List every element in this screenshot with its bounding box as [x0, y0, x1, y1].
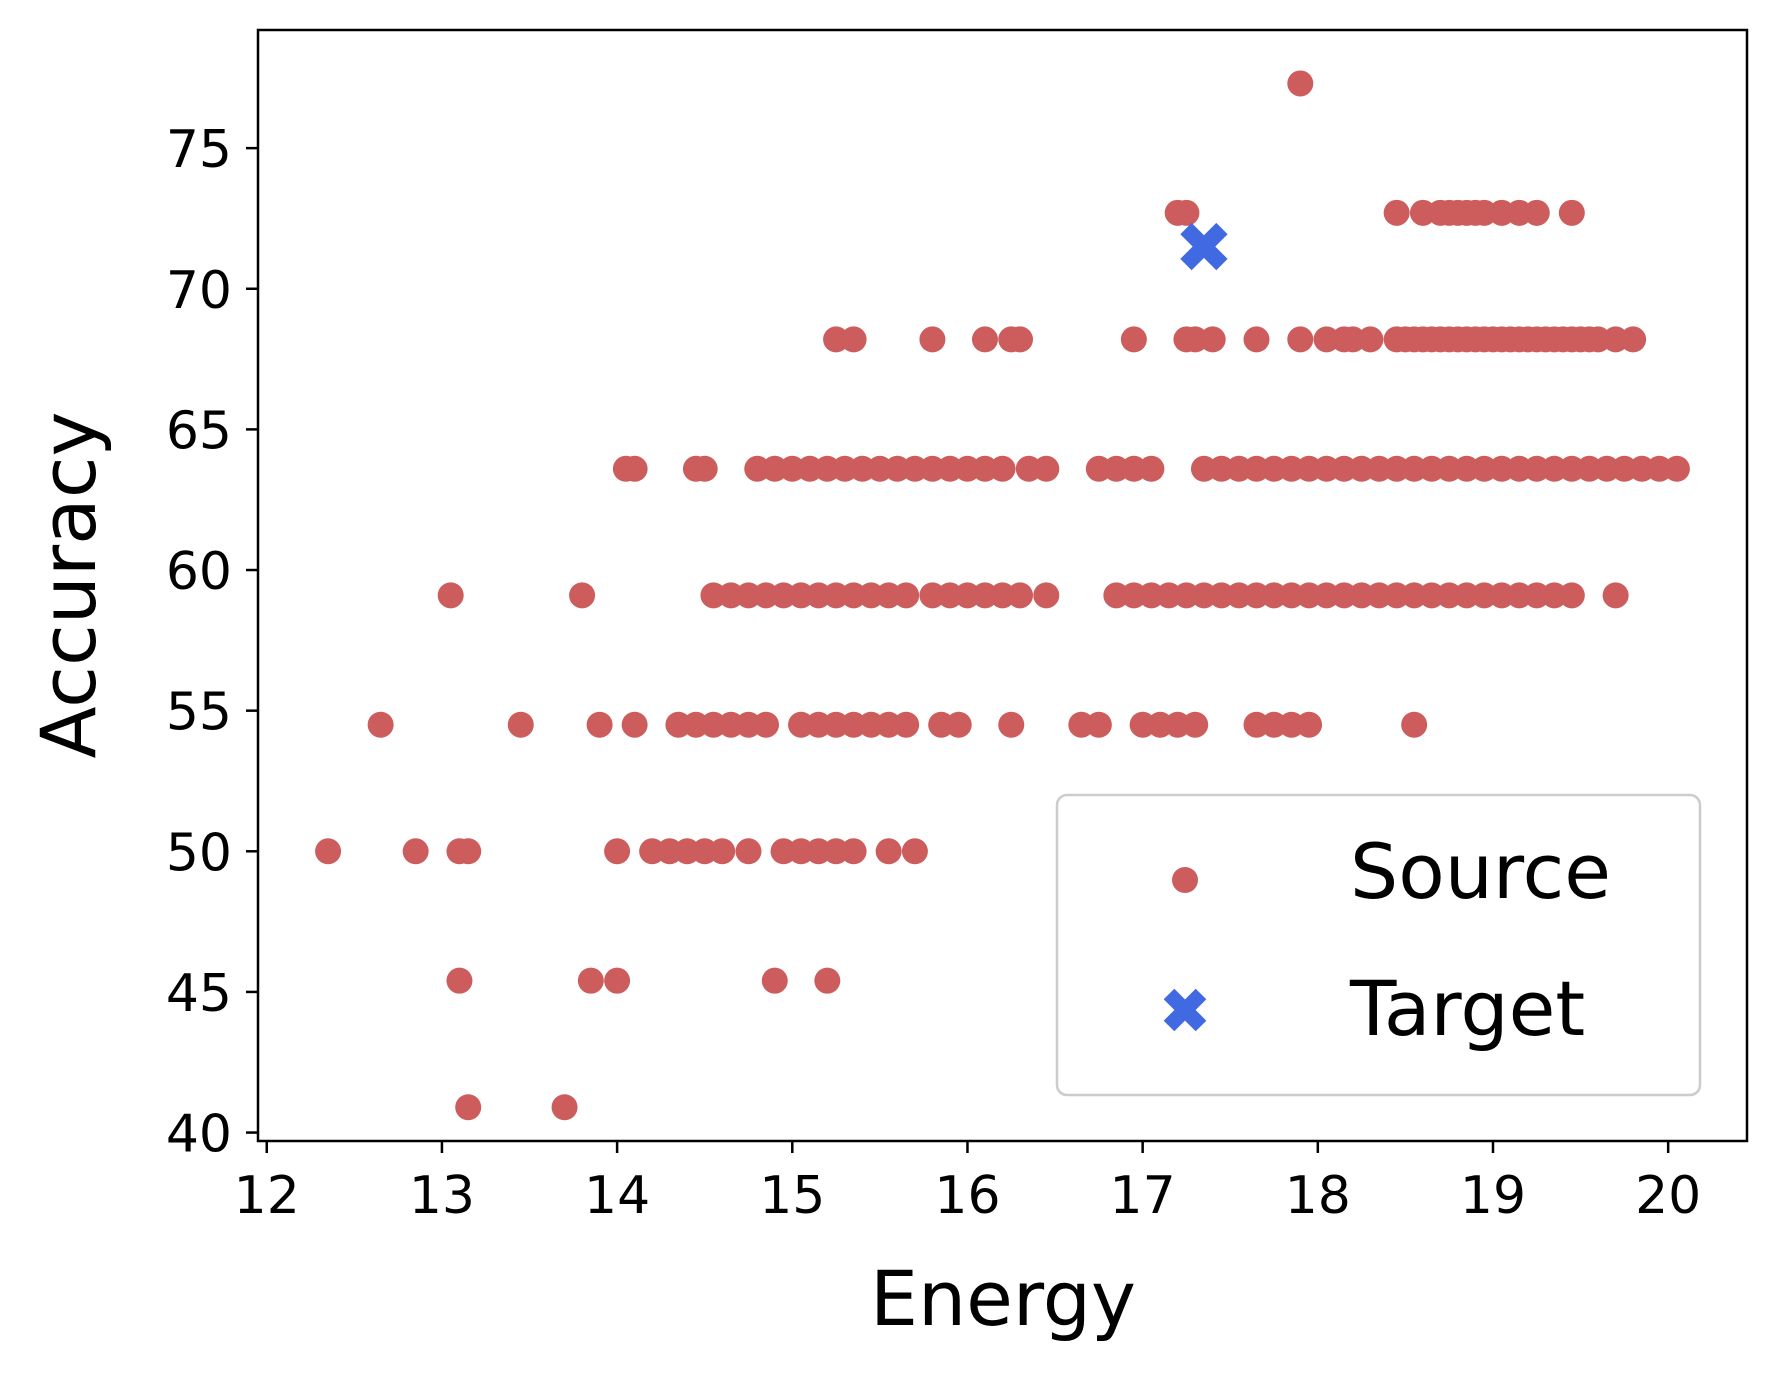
legend-box — [1055, 793, 1702, 1097]
source-point — [455, 1094, 482, 1121]
x-tick-label: 16 — [934, 1166, 1000, 1226]
source-point — [1296, 711, 1323, 738]
source-point — [893, 582, 920, 609]
source-point — [1357, 326, 1384, 353]
source-point — [586, 711, 613, 738]
legend-target-marker — [1163, 988, 1207, 1032]
source-point — [1007, 582, 1034, 609]
source-point — [971, 326, 998, 353]
y-tick-label: 60 — [166, 542, 232, 602]
source-point — [437, 582, 464, 609]
legend-source-label: Source — [1350, 827, 1611, 916]
x-tick-label: 14 — [584, 1166, 650, 1226]
source-point — [875, 838, 902, 865]
source-point — [1383, 199, 1410, 226]
x-tick-label: 19 — [1460, 1166, 1526, 1226]
source-point — [1287, 70, 1314, 97]
y-tick-label: 55 — [166, 683, 232, 743]
x-axis-label: Energy — [870, 1254, 1136, 1343]
source-point — [604, 967, 631, 994]
source-point — [604, 838, 631, 865]
data-points — [315, 70, 1690, 1121]
axis-ticks: 12 13 14 15 16 17 18 19 20 40 45 50 55 60 65 70 75 — [166, 120, 1701, 1226]
source-point — [998, 711, 1025, 738]
source-point — [1401, 711, 1428, 738]
source-point — [1663, 455, 1690, 482]
y-tick-label: 70 — [166, 261, 232, 321]
source-point — [735, 838, 762, 865]
source-point — [621, 711, 648, 738]
source-point — [1243, 326, 1270, 353]
source-point — [1138, 455, 1165, 482]
source-point — [1120, 326, 1147, 353]
source-point — [753, 711, 780, 738]
source-point — [709, 838, 736, 865]
source-point — [1558, 199, 1585, 226]
source-point — [1523, 199, 1550, 226]
source-point — [315, 838, 342, 865]
source-point — [1085, 711, 1112, 738]
source-point — [367, 711, 394, 738]
x-tick-label: 18 — [1285, 1166, 1351, 1226]
source-point — [621, 455, 648, 482]
target-point — [1180, 222, 1228, 271]
source-point — [761, 967, 788, 994]
source-point — [569, 582, 596, 609]
x-tick-label: 17 — [1110, 1166, 1176, 1226]
y-tick-label: 65 — [166, 401, 232, 461]
source-point — [1033, 582, 1060, 609]
source-point — [551, 1094, 578, 1121]
source-point — [1007, 326, 1034, 353]
source-point — [1199, 326, 1226, 353]
legend: Source Target — [1055, 793, 1702, 1097]
source-point — [577, 967, 604, 994]
y-tick-label: 45 — [166, 964, 232, 1024]
source-point — [901, 838, 928, 865]
source-point — [402, 838, 429, 865]
y-tick-label: 75 — [166, 120, 232, 180]
y-tick-label: 40 — [166, 1105, 232, 1165]
source-point — [840, 326, 867, 353]
y-tick-label: 50 — [166, 823, 232, 883]
legend-target-label: Target — [1349, 964, 1585, 1053]
source-point — [840, 838, 867, 865]
y-axis-label: Accuracy — [24, 412, 113, 759]
x-tick-label: 15 — [759, 1166, 825, 1226]
source-point — [455, 838, 482, 865]
source-point — [919, 326, 946, 353]
source-point — [1602, 582, 1629, 609]
source-point — [893, 711, 920, 738]
plot-frame — [256, 28, 1749, 1143]
source-point — [507, 711, 534, 738]
source-point — [1182, 711, 1209, 738]
source-point — [1287, 326, 1314, 353]
x-tick-label: 12 — [234, 1166, 300, 1226]
source-point — [814, 967, 841, 994]
source-point — [989, 455, 1016, 482]
x-tick-label: 20 — [1635, 1166, 1701, 1226]
source-point — [691, 455, 718, 482]
source-point — [1620, 326, 1647, 353]
source-point — [1173, 199, 1200, 226]
source-point — [1558, 582, 1585, 609]
x-tick-label: 13 — [409, 1166, 475, 1226]
legend-source-marker — [1172, 867, 1198, 893]
source-point — [945, 711, 972, 738]
source-point — [446, 967, 473, 994]
source-point — [1033, 455, 1060, 482]
